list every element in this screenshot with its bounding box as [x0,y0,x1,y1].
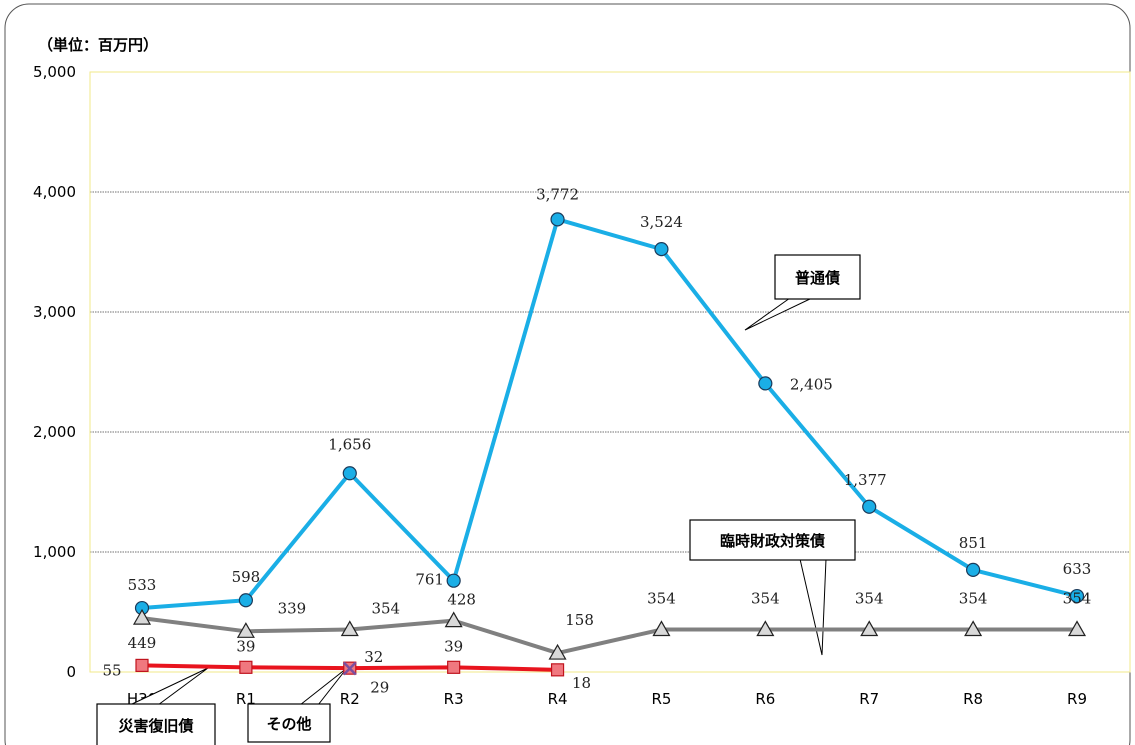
y-tick-label: 1,000 [33,543,76,561]
data-label: 1,377 [844,471,887,489]
plot-border [89,71,1131,673]
data-point-circle [966,562,981,577]
callout-box [689,519,856,561]
y-tick-label: 2,000 [33,423,76,441]
data-label: 39 [236,637,255,655]
data-point-triangle [340,620,359,637]
data-point-circle [862,499,877,514]
data-point-triangle [860,620,879,637]
y-tick-label: 0 [66,663,76,681]
callout-futsusai: 普通債 [744,254,861,331]
data-label: 1,656 [328,435,371,453]
callout-label: 臨時財政対策債 [720,532,825,550]
data-label: 29 [370,679,389,697]
data-point-square [447,660,461,674]
data-point-triangle [548,643,567,660]
callout-sonota: その他 [247,667,348,743]
data-point-circle [1069,588,1085,604]
y-axis: 0 1,000 2,000 3,000 4,000 5,000 [33,63,76,681]
unit-label: （単位：百万円） [38,36,158,54]
x-tick-label: R5 [651,690,671,708]
data-label: 3,772 [536,185,579,203]
callout-box [96,703,216,745]
data-point-triangle [444,611,463,628]
data-point-x [342,661,357,676]
data-label: 533 [128,576,157,594]
data-label: 354 [959,590,988,608]
data-label: 32 [364,648,383,666]
callout-label: 災害復旧債 [118,717,193,735]
callout-box [247,703,331,743]
data-point-circle [758,376,773,391]
data-point-circle [446,573,461,588]
data-label: 633 [1063,560,1092,578]
series-sonota [342,661,357,676]
data-point-circle [654,242,669,257]
series-rinji [132,608,1087,660]
data-point-circle [342,466,357,481]
plot-area [89,71,1131,673]
data-label: 55 [102,661,121,679]
data-label: 428 [447,591,476,609]
data-label: 39 [444,637,463,655]
x-tick-label: R4 [548,690,568,708]
data-label: 354 [647,590,676,608]
data-label: 851 [959,534,988,552]
data-point-square [239,660,253,674]
x-tick-label: R7 [859,690,879,708]
x-tick-label: R6 [755,690,775,708]
series-lines [132,212,1087,677]
data-point-triangle [756,620,775,637]
data-label: 761 [415,571,444,589]
data-label: 2,405 [790,375,833,393]
data-label: 598 [232,568,261,586]
x-tick-label: R9 [1067,690,1087,708]
series-futsusai [134,212,1085,616]
data-label: 158 [565,611,594,629]
data-point-square [550,663,565,677]
data-point-circle [550,212,565,227]
data-label: 339 [278,599,307,617]
callout-label: その他 [266,715,311,733]
callout-rinji: 臨時財政対策債 [689,519,856,656]
data-label: 449 [128,634,157,652]
data-label: 354 [751,590,780,608]
data-point-triangle [652,620,671,637]
y-tick-label: 4,000 [33,183,76,201]
data-point-triangle [964,620,983,637]
data-point-square [135,658,149,673]
data-point-triangle [1067,620,1087,637]
x-tick-label: R8 [963,690,983,708]
x-tick-label: R2 [340,690,360,708]
series-line [141,616,1077,656]
data-label: 354 [855,590,884,608]
callout-label: 普通債 [795,269,840,287]
data-label: 3,524 [640,213,683,231]
y-tick-label: 3,000 [33,303,76,321]
y-tick-label: 5,000 [33,63,76,81]
data-point-triangle [236,622,255,638]
data-label: 354 [371,600,400,618]
callout-box [774,254,861,300]
series-line [141,217,1078,611]
data-label: 354 [1063,590,1092,608]
data-label: 18 [572,674,591,692]
data-labels: 533 598 1,656 761 3,772 3,524 2,405 1,377 851 633… [102,185,1091,696]
callout-saigai: 災害復旧債 [96,667,216,745]
x-tick-label: R3 [444,690,464,708]
data-point-circle [238,593,253,608]
chart-frame [4,3,1131,745]
data-point-triangle [132,608,152,625]
